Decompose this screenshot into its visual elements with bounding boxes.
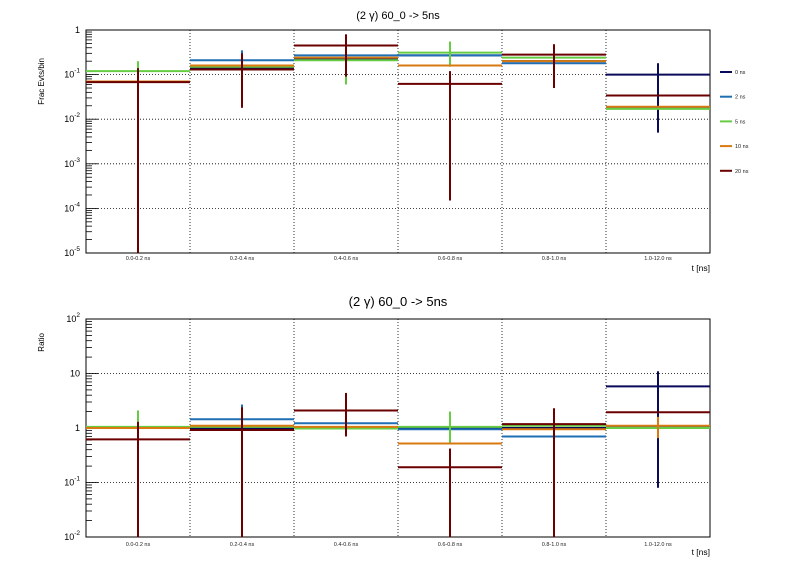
y-tick-label: 10: [70, 369, 80, 379]
series-20-ns: [86, 392, 710, 537]
y-tick-label: 10-4: [64, 201, 80, 213]
category-label: 0.8-1.0 ns: [542, 256, 567, 262]
chart-panel-1: 10-5 10-4 10-3 10-2 10-1 1 0.0-0.2 ns 0.2-0.4 n…: [37, 10, 749, 273]
category-label: 1.0-12.0 ns: [644, 256, 672, 262]
y-tick-label: 10-1: [64, 476, 80, 488]
legend-label: 20 ns: [735, 169, 749, 175]
category-label: 0.6-0.8 ns: [438, 542, 463, 548]
category-label: 0.6-0.8 ns: [438, 256, 463, 262]
legend: 0 ns 2 ns 5 ns 10 ns 20 ns: [720, 70, 749, 175]
y-tick-label: 1: [75, 25, 80, 35]
legend-label: 0 ns: [735, 70, 746, 76]
category-label: 0.0-0.2 ns: [126, 542, 151, 548]
category-label: 0.4-0.6 ns: [334, 542, 359, 548]
y-tick-label: 10-5: [64, 246, 80, 258]
y-tick-label: 10-1: [64, 68, 80, 80]
y-tick-label: 10-2: [64, 112, 80, 124]
category-label: 0.8-1.0 ns: [542, 542, 567, 548]
y-tick-label: 1: [75, 423, 80, 433]
legend-label: 10 ns: [735, 144, 749, 150]
y-axis-label: Ratio: [37, 332, 46, 351]
y-axis-label: Frac Evts/bin: [37, 58, 46, 105]
y-tick-label: 10-2: [64, 530, 80, 542]
chart-title: (2 γ) 60_0 -> 5ns: [356, 10, 440, 22]
chart-panel-2: 10-2 10-1 1 10 102 0.0-0.2 ns 0.2-0.4 ns 0.4-0.…: [37, 294, 711, 557]
category-label: 0.2-0.4 ns: [230, 256, 255, 262]
category-label: 1.0-12.0 ns: [644, 542, 672, 548]
series-0-ns: [86, 54, 710, 253]
category-label: 0.2-0.4 ns: [230, 542, 255, 548]
legend-label: 2 ns: [735, 95, 746, 101]
series-20-ns: [86, 34, 710, 253]
y-tick-label: 10-3: [64, 157, 80, 169]
chart-title: (2 γ) 60_0 -> 5ns: [349, 294, 448, 309]
y-tick-label: 102: [66, 312, 80, 324]
category-label: 0.0-0.2 ns: [126, 256, 151, 262]
category-label: 0.4-0.6 ns: [334, 256, 359, 262]
x-axis-label: t [ns]: [692, 263, 710, 273]
x-axis-label: t [ns]: [692, 547, 710, 557]
legend-label: 5 ns: [735, 119, 746, 125]
